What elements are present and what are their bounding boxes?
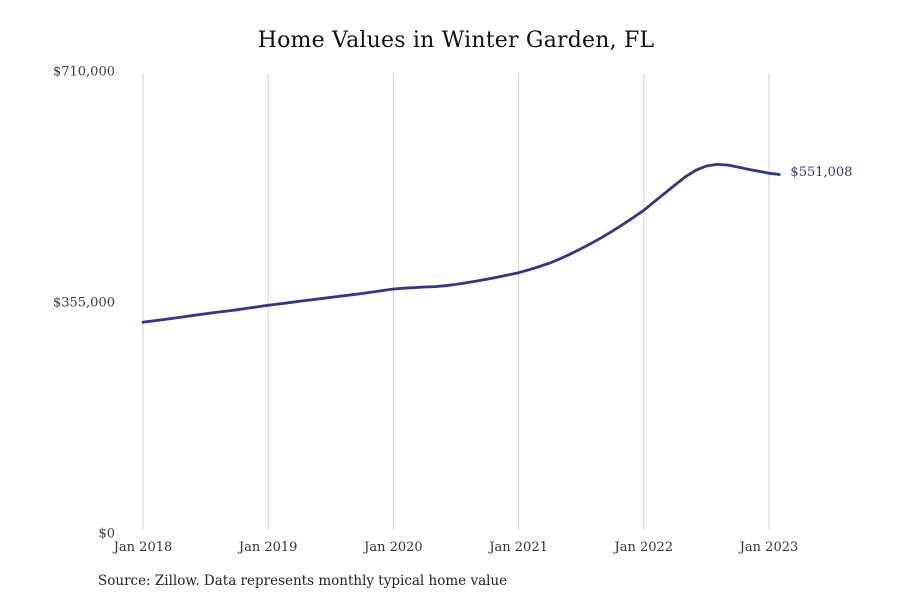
x-tick-label: Jan 2023 xyxy=(738,540,799,555)
x-tick-label: Jan 2019 xyxy=(237,540,298,555)
chart-title: Home Values in Winter Garden, FL xyxy=(257,28,655,53)
x-tick-label: Jan 2020 xyxy=(362,540,423,555)
x-tick-label: Jan 2021 xyxy=(487,540,548,555)
y-tick-label: $710,000 xyxy=(53,65,115,80)
y-tick-label: $0 xyxy=(98,527,115,542)
last-value-label: $551,008 xyxy=(790,165,853,181)
home-value-series-line xyxy=(141,163,781,324)
x-tick-label: Jan 2022 xyxy=(613,540,674,555)
y-tick-label: $355,000 xyxy=(53,296,115,311)
source-note: Source: Zillow. Data represents monthly … xyxy=(98,573,508,589)
x-tick-label: Jan 2018 xyxy=(112,540,173,555)
